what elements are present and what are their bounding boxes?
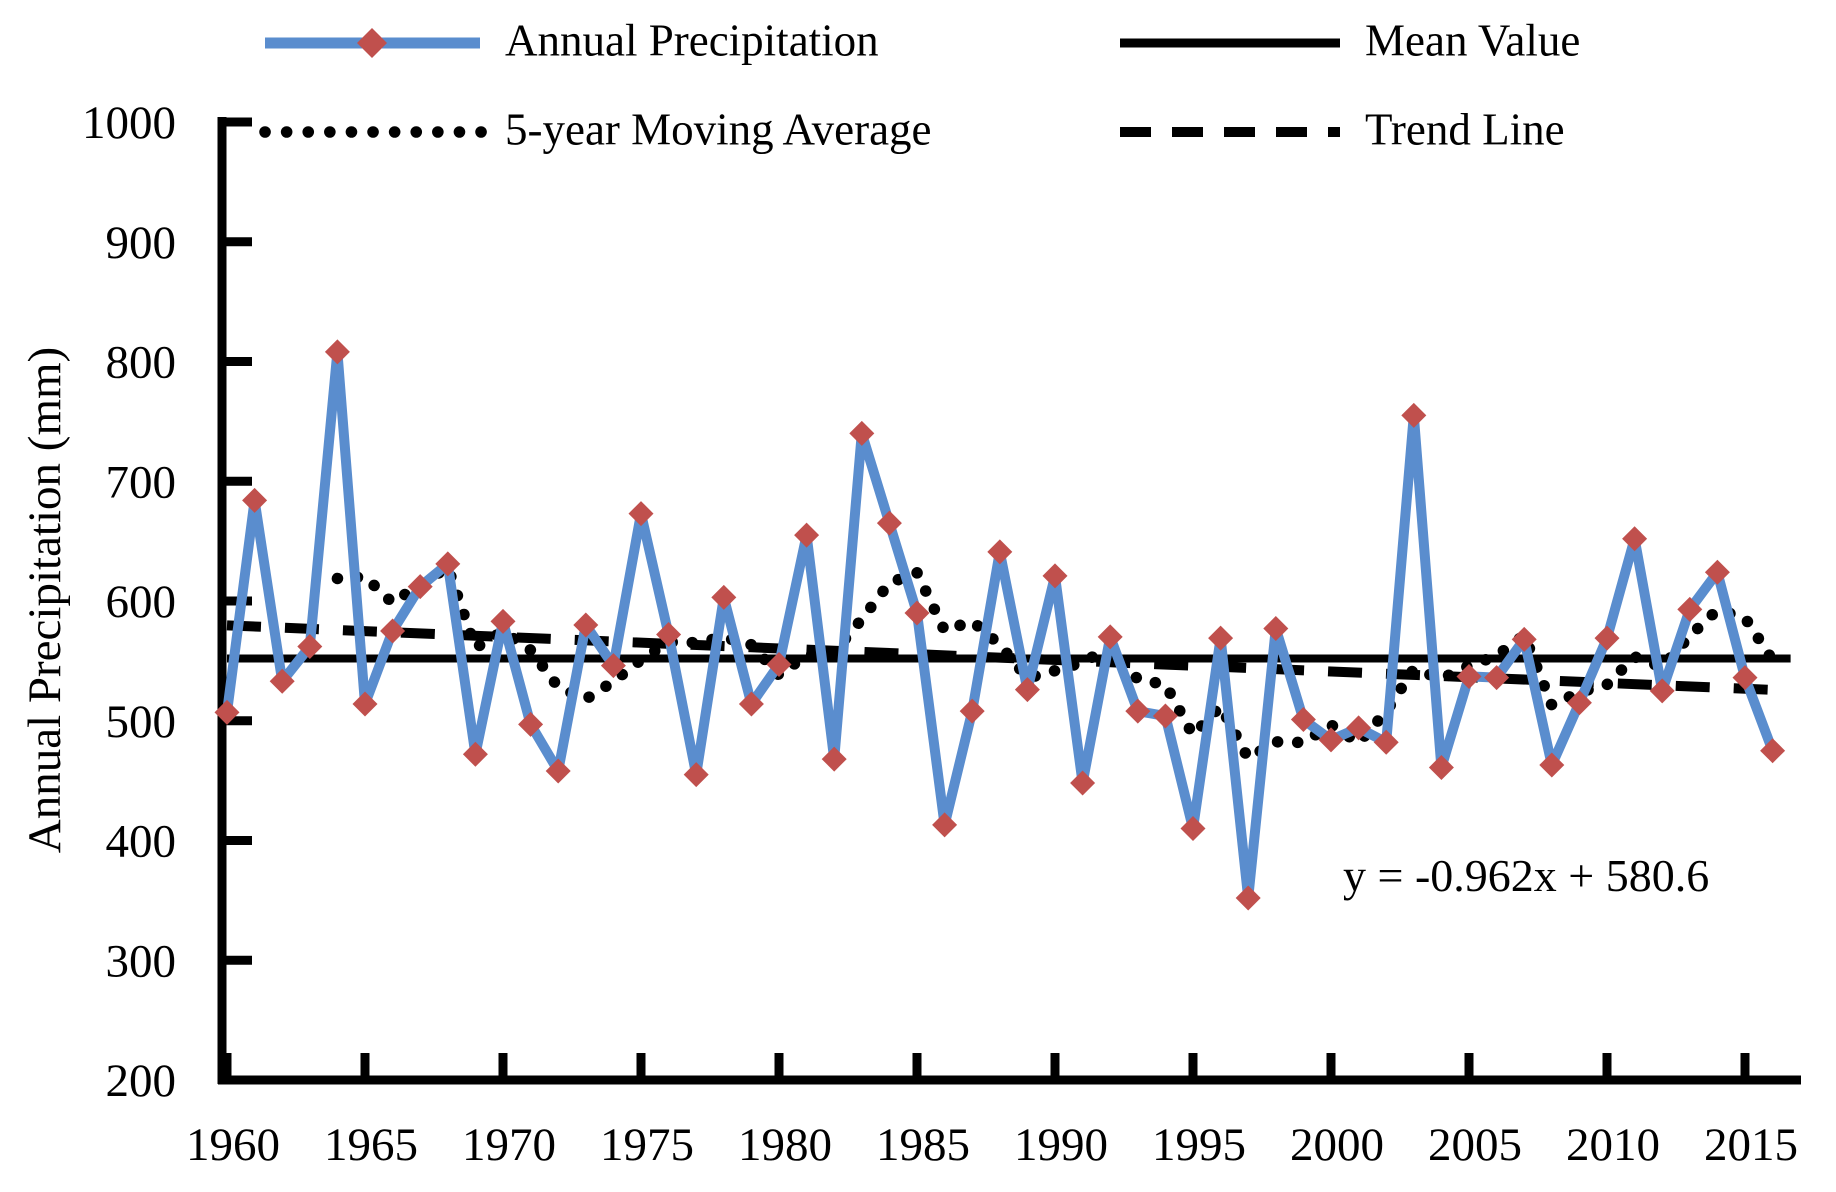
data-point-marker — [545, 758, 571, 784]
legend-label-trend-line: Trend Line — [1365, 104, 1565, 155]
y-tick-label: 400 — [106, 816, 177, 868]
data-point-marker — [1208, 625, 1234, 651]
trend-equation-annotation: y = -0.962x + 580.6 — [1343, 850, 1710, 901]
x-tick-label: 1995 — [1152, 1119, 1246, 1171]
data-point-marker — [1097, 624, 1123, 650]
data-point-marker — [821, 746, 847, 772]
data-point-marker — [1346, 715, 1372, 741]
data-point-marker — [1677, 596, 1703, 622]
y-tick-label: 500 — [106, 696, 177, 748]
data-point-marker — [518, 711, 544, 737]
x-tick-label: 1965 — [324, 1119, 418, 1171]
data-point-marker — [1622, 526, 1648, 552]
data-point-marker — [1152, 703, 1178, 729]
data-point-marker — [1760, 738, 1786, 764]
data-point-marker — [1456, 663, 1482, 689]
y-tick-label: 300 — [106, 935, 177, 987]
x-tick-label: 2015 — [1704, 1119, 1798, 1171]
x-tick-label: 1960 — [186, 1119, 280, 1171]
data-point-marker — [600, 653, 626, 679]
data-point-marker — [380, 618, 406, 644]
data-point-marker — [269, 668, 295, 694]
data-point-marker — [324, 339, 350, 365]
data-point-marker — [1704, 559, 1730, 585]
x-tick-label: 1980 — [738, 1119, 832, 1171]
x-tick-label: 2010 — [1566, 1119, 1660, 1171]
legend-label-mean-value: Mean Value — [1365, 15, 1581, 66]
y-tick-label: 1000 — [82, 97, 176, 149]
data-point-marker — [352, 691, 378, 717]
data-point-marker — [1539, 752, 1565, 778]
data-point-marker — [214, 699, 240, 725]
data-point-marker — [1594, 625, 1620, 651]
x-tick-label: 1970 — [462, 1119, 556, 1171]
x-tick-label: 1975 — [600, 1119, 694, 1171]
legend-label-annual-precipitation: Annual Precipitation — [505, 15, 879, 66]
data-point-marker — [1732, 665, 1758, 691]
data-point-marker — [1566, 690, 1592, 716]
data-point-marker — [1014, 677, 1040, 703]
annual-precipitation-line — [222, 346, 1778, 903]
y-tick-label: 900 — [106, 217, 177, 269]
data-point-marker — [1649, 678, 1675, 704]
data-point-marker — [1263, 616, 1289, 642]
data-point-marker — [904, 600, 930, 626]
x-tick-label: 2000 — [1290, 1119, 1384, 1171]
data-point-marker — [1401, 402, 1427, 428]
data-point-marker — [1290, 707, 1316, 733]
data-point-marker — [407, 574, 433, 600]
data-point-marker — [573, 612, 599, 638]
y-tick-label: 600 — [106, 576, 177, 628]
data-point-marker — [1235, 885, 1261, 911]
data-point-marker — [297, 634, 323, 660]
data-point-marker — [738, 691, 764, 717]
data-point-marker — [849, 420, 875, 446]
data-point-marker — [766, 651, 792, 677]
data-point-marker — [628, 501, 654, 527]
data-point-marker — [1373, 729, 1399, 755]
data-point-marker — [959, 698, 985, 724]
y-axis-title: Annual Precipitation (mm) — [19, 346, 71, 854]
data-point-marker — [656, 622, 682, 648]
data-point-marker — [435, 551, 461, 577]
data-point-marker — [1180, 816, 1206, 842]
y-tick-label: 200 — [106, 1055, 177, 1107]
y-tick-label: 800 — [106, 337, 177, 389]
moving-average-line — [331, 561, 1779, 765]
legend-sample-annual-marker — [357, 28, 387, 58]
data-point-marker — [462, 741, 488, 767]
legend-label-moving-average: 5-year Moving Average — [505, 104, 932, 155]
data-point-marker — [1125, 698, 1151, 724]
data-point-marker — [711, 584, 737, 610]
data-point-marker — [1318, 727, 1344, 753]
data-point-marker — [794, 522, 820, 548]
data-point-marker — [1511, 626, 1537, 652]
data-point-marker — [683, 762, 709, 788]
data-point-marker — [1428, 754, 1454, 780]
data-point-marker — [490, 608, 516, 634]
x-tick-label: 1985 — [876, 1119, 970, 1171]
data-point-marker — [932, 812, 958, 838]
x-tick-label: 2005 — [1428, 1119, 1522, 1171]
x-tick-label: 1990 — [1014, 1119, 1108, 1171]
y-tick-label: 700 — [106, 456, 177, 508]
data-point-marker — [242, 487, 268, 513]
data-point-marker — [1042, 563, 1068, 589]
data-point-marker — [1484, 665, 1510, 691]
data-point-marker — [987, 539, 1013, 565]
data-point-marker — [1070, 770, 1096, 796]
data-point-marker — [876, 510, 902, 536]
